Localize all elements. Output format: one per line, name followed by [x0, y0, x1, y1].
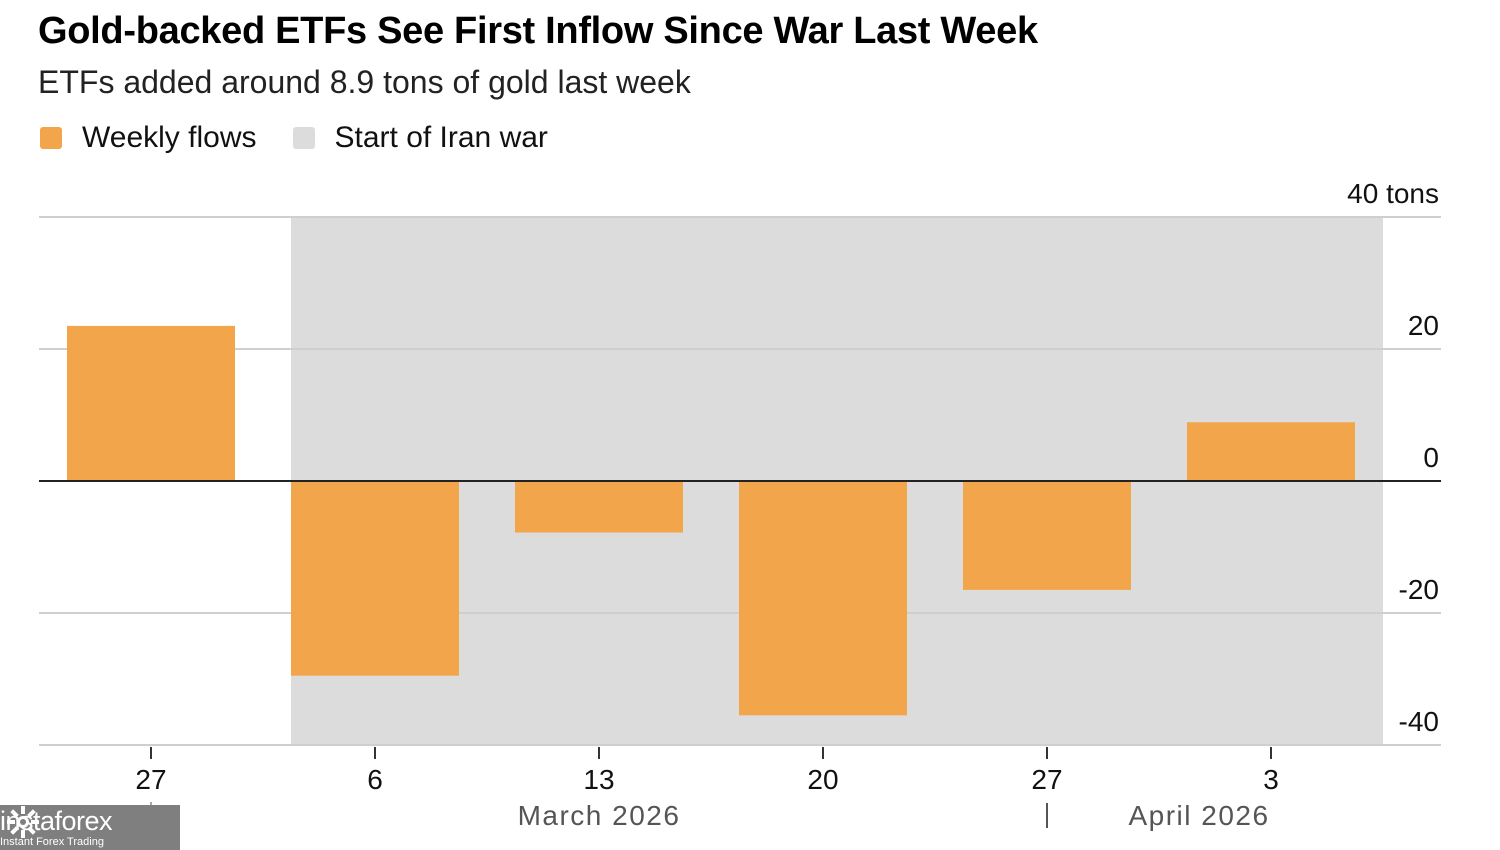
legend: Weekly flows Start of Iran war [40, 118, 584, 158]
x-tick-label-2: 13 [583, 764, 614, 795]
watermark-tagline: Instant Forex Trading [0, 835, 104, 848]
chart-subtitle: ETFs added around 8.9 tons of gold last … [38, 64, 691, 100]
month-label-0: March 2026 [518, 800, 681, 831]
x-tick-label-5: 3 [1263, 764, 1279, 795]
instaforex-logo-icon [7, 806, 39, 838]
month-label-1: April 2026 [1128, 800, 1269, 831]
bar-4 [963, 481, 1131, 590]
x-tick-label-0: 27 [135, 764, 166, 795]
bar-5 [1187, 422, 1355, 481]
legend-label-weekly-flows: Weekly flows [82, 121, 257, 154]
legend-item-weekly-flows: Weekly flows [40, 121, 257, 155]
chart-title: Gold-backed ETFs See First Inflow Since … [38, 10, 1038, 52]
y-tick-label-3: -20 [1399, 574, 1439, 605]
legend-swatch-weekly-flows [40, 127, 62, 149]
x-tick-label-1: 6 [367, 764, 383, 795]
bar-1 [291, 481, 459, 676]
bar-2 [515, 481, 683, 533]
instaforex-watermark: instaforex Instant Forex Trading [0, 805, 180, 850]
y-tick-label-4: -40 [1399, 706, 1439, 737]
legend-item-iran-war: Start of Iran war [292, 121, 548, 155]
legend-label-iran-war: Start of Iran war [334, 121, 548, 154]
bar-0 [67, 325, 235, 481]
x-tick-label-3: 20 [807, 764, 838, 795]
y-tick-label-0: 40 tons [1347, 178, 1439, 209]
y-tick-label-2: 0 [1423, 442, 1439, 473]
x-tick-label-4: 27 [1031, 764, 1062, 795]
legend-swatch-iran-war [292, 127, 315, 149]
bar-3 [739, 481, 907, 716]
y-tick-label-1: 20 [1408, 310, 1439, 341]
